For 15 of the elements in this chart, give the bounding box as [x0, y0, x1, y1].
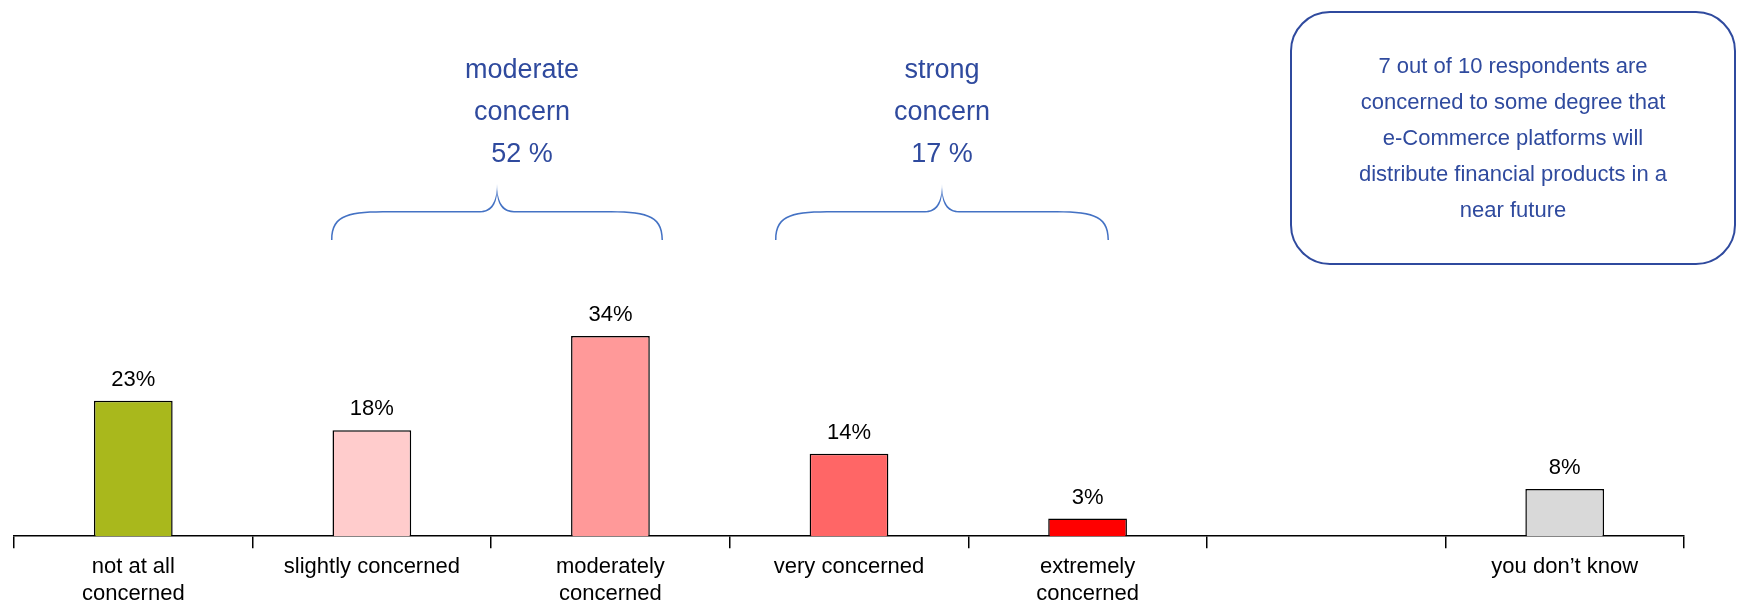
x-tick-label: slightly concerned — [283, 553, 460, 579]
data-label: 23% — [111, 365, 156, 391]
data-label: 14% — [826, 418, 872, 444]
text: 7 out of 10 respondents are concerned to some degree that e-Commerce platforms will distribute financial products in a near future — [1357, 52, 1669, 224]
x-tick-label: not at all concerned — [81, 553, 185, 605]
x-tick-label: moderately concerned — [556, 553, 665, 605]
x-tick-label: very concerned — [773, 553, 925, 579]
x-tick-label: you don’t know — [1491, 553, 1639, 579]
data-label: 34% — [588, 300, 633, 326]
text: moderate concern 52 % — [463, 53, 581, 170]
data-label: 3% — [1071, 483, 1104, 509]
x-tick-label: extremely concerned — [1036, 553, 1139, 605]
text: strong concern 17 % — [892, 53, 992, 170]
data-label: 8% — [1548, 454, 1581, 480]
data-label: 18% — [349, 395, 394, 421]
